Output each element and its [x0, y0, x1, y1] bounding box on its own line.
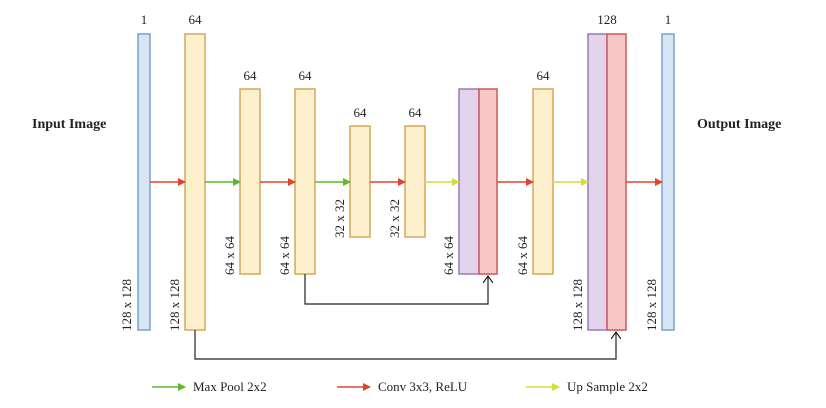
block-input	[137, 33, 151, 331]
block-enc3	[294, 88, 316, 275]
block-bottleneck2	[404, 125, 426, 238]
size-bottleneck1: 32 x 32	[332, 199, 347, 238]
block-bottleneck1	[349, 125, 371, 238]
size-enc2: 64 x 64	[222, 236, 237, 276]
channels-enc2: 64	[244, 68, 258, 83]
block-dec1-upsampled	[458, 88, 480, 275]
size-enc1: 128 x 128	[167, 279, 182, 331]
size-dec1: 64 x 64	[441, 236, 456, 276]
channels-output: 1	[665, 12, 672, 27]
output-image-label: Output Image	[697, 117, 781, 132]
block-enc1	[184, 33, 206, 331]
size-input: 128 x 128	[119, 279, 134, 331]
channels-dec3: 128	[597, 12, 617, 27]
size-dec3: 128 x 128	[570, 279, 585, 331]
skip-connection-outer	[194, 330, 616, 360]
channels-input: 1	[141, 12, 148, 27]
channels-enc3: 64	[299, 68, 313, 83]
skip-connection-inner	[304, 274, 488, 305]
block-dec1-skip	[478, 88, 498, 275]
block-dec3-skip	[606, 33, 627, 331]
channels-bottleneck2: 64	[409, 105, 423, 120]
input-image-label: Input Image	[32, 117, 106, 132]
channels-enc1: 64	[189, 12, 203, 27]
legend-upsample-label: Up Sample 2x2	[567, 379, 648, 394]
size-output: 128 x 128	[644, 279, 659, 331]
size-bottleneck2: 32 x 32	[387, 199, 402, 238]
block-enc2	[239, 88, 261, 275]
size-dec2: 64 x 64	[515, 236, 530, 276]
size-enc3: 64 x 64	[277, 236, 292, 276]
legend-maxpool-label: Max Pool 2x2	[193, 379, 267, 394]
legend: Max Pool 2x2 Conv 3x3, ReLU Up Sample 2x…	[152, 379, 648, 394]
block-dec3-upsampled	[587, 33, 608, 331]
legend-conv-label: Conv 3x3, ReLU	[378, 379, 468, 394]
block-dec2	[532, 88, 554, 275]
channels-dec2: 64	[537, 68, 551, 83]
block-output	[661, 33, 675, 331]
channels-bottleneck1: 64	[354, 105, 368, 120]
